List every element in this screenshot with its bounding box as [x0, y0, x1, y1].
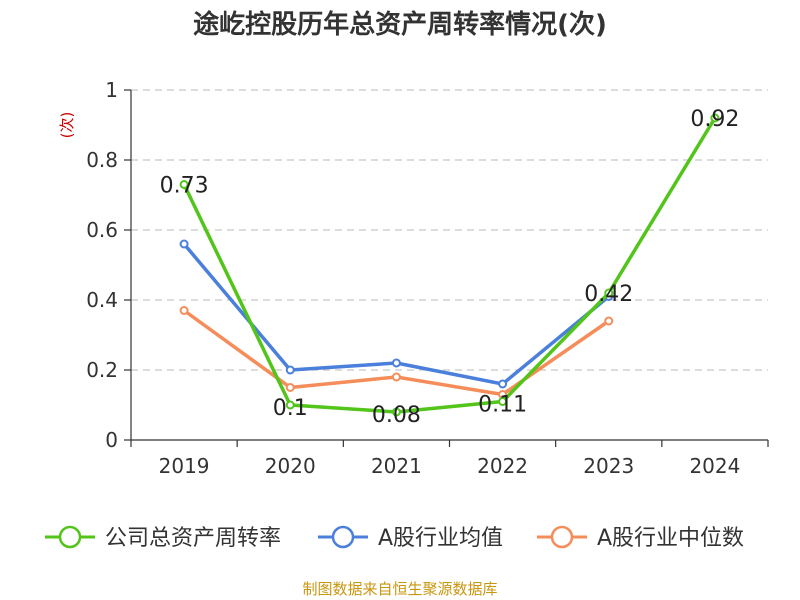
data-point [498, 397, 508, 406]
data-label: 0.11 [478, 393, 527, 418]
data-label: 0.1 [273, 396, 308, 421]
y-tick-label: 0.8 [86, 148, 118, 172]
y-tick-label: 0.2 [86, 358, 118, 382]
legend-label: A股行业中位数 [597, 526, 744, 551]
data-point [391, 407, 401, 417]
data-point [285, 400, 295, 410]
y-tick-label: 1 [105, 78, 118, 102]
data-point [179, 180, 189, 189]
legend-swatch-marker [331, 525, 355, 549]
series-line [183, 309, 610, 397]
y-tick-label: 0.6 [86, 218, 118, 242]
data-label: 0.42 [584, 282, 633, 307]
y-tick-label: 0.4 [86, 288, 118, 312]
x-tick-label: 2023 [583, 454, 634, 478]
y-axis-unit-label: (次) [58, 112, 76, 139]
legend-label: 公司总资产周转率 [105, 526, 281, 551]
data-point [604, 288, 614, 298]
legend-item: A股行业均值 [318, 525, 503, 551]
chart-title: 途屹控股历年总资产周转率情况(次) [193, 10, 607, 40]
data-point [179, 306, 189, 315]
data-point [285, 383, 295, 392]
source-note: 制图数据来自恒生聚源数据库 [302, 580, 498, 598]
legend: 公司总资产周转率 A股行业均值 A股行业中位数 [45, 525, 744, 551]
data-point [391, 358, 401, 368]
data-label: 0.08 [372, 403, 421, 428]
y-tick-label: 0 [105, 428, 118, 452]
data-point [498, 379, 508, 389]
data-point [391, 372, 401, 382]
legend-swatch-marker [550, 525, 574, 549]
x-tick-label: 2022 [477, 454, 528, 478]
data-point [285, 365, 295, 375]
data-label: 0.73 [160, 174, 209, 199]
x-tick-label: 2019 [159, 454, 210, 478]
legend-item: A股行业中位数 [537, 525, 744, 551]
x-tick-label: 2024 [689, 454, 740, 478]
x-tick-label: 2020 [265, 454, 316, 478]
data-point [710, 113, 720, 123]
legend-swatch-marker [58, 525, 82, 549]
legend-label: A股行业均值 [378, 526, 503, 551]
series-line [182, 117, 717, 414]
gridlines [131, 89, 768, 371]
x-tick-label: 2021 [371, 454, 422, 478]
data-labels: 0.73 0.1 0.08 0.11 0.42 0.92 [160, 107, 740, 428]
data-point [179, 239, 189, 249]
axes: 0 0.2 0.4 0.6 0.8 1 2019 2020 2021 2022 2023 2024 [86, 78, 769, 478]
data-label: 0.92 [690, 107, 739, 132]
series-lines [179, 113, 720, 417]
legend-item: 公司总资产周转率 [45, 525, 281, 551]
data-point [604, 316, 614, 326]
